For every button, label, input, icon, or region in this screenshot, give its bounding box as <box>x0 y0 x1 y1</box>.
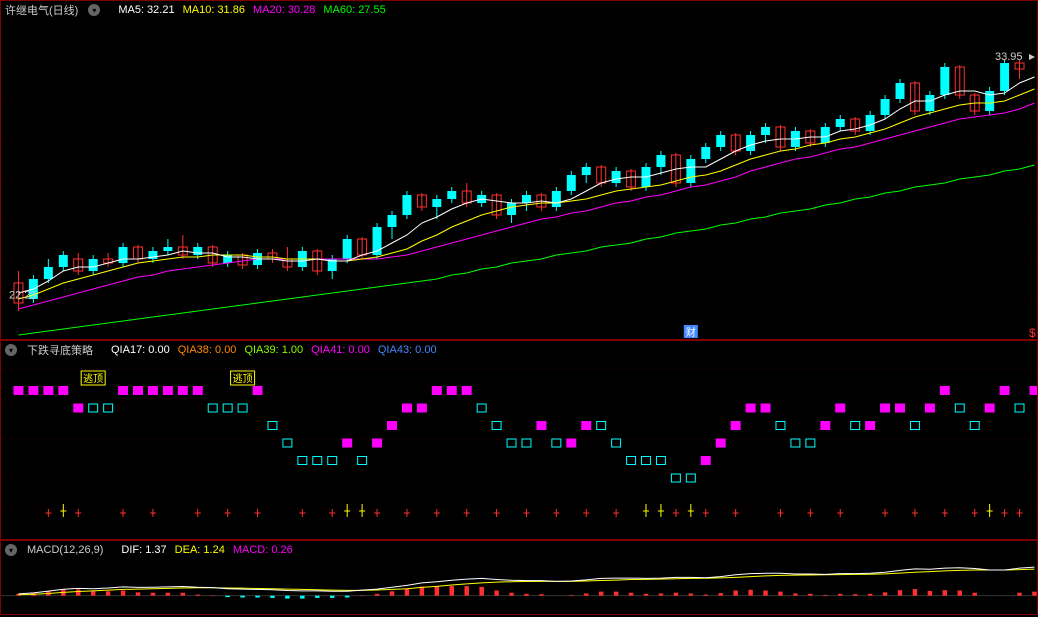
indicator-label: DEA: 1.24 <box>175 544 225 556</box>
indicator-chart[interactable]: 逃顶 逃顶 <box>1 359 1037 539</box>
indicator-label: MACD: 0.26 <box>233 544 293 556</box>
indicator-label: QIA39: 1.00 <box>244 344 303 356</box>
chevron-down-icon[interactable]: ▾ <box>5 544 17 556</box>
indicator-label: QIA38: 0.00 <box>178 344 237 356</box>
svg-text:$: $ <box>1029 326 1036 339</box>
price-panel[interactable]: 许继电气(日线) ▾ MA5: 32.21 MA10: 31.86 MA20: 30… <box>0 0 1038 340</box>
chevron-down-icon[interactable]: ▾ <box>88 4 100 16</box>
indicator-label: MA20: 30.28 <box>253 4 315 16</box>
svg-text:22.23: 22.23 <box>9 289 37 301</box>
svg-text:33.95: 33.95 <box>995 51 1023 63</box>
stock-title: 许继电气(日线) <box>5 2 78 18</box>
indicator-panel[interactable]: ▾ 下跌寻底策略 QIA17: 0.00 QIA38: 0.00 QIA39: 1.… <box>0 340 1038 540</box>
chevron-down-icon[interactable]: ▾ <box>5 344 17 356</box>
svg-text:逃顶: 逃顶 <box>233 372 253 385</box>
macd-title: MACD(12,26,9) <box>27 544 103 556</box>
indicator-title: 下跌寻底策略 <box>27 342 93 358</box>
indicator-label: MA5: 32.21 <box>118 4 174 16</box>
indicator-label: QIA41: 0.00 <box>311 344 370 356</box>
macd-header: ▾ MACD(12,26,9) DIF: 1.37 DEA: 1.24 MACD: … <box>1 541 1037 559</box>
svg-text:逃顶: 逃顶 <box>83 372 103 385</box>
indicator-label: QIA43: 0.00 <box>378 344 437 356</box>
svg-text:财: 财 <box>686 326 696 339</box>
price-header: 许继电气(日线) ▾ MA5: 32.21 MA10: 31.86 MA20: 30… <box>1 1 1037 19</box>
indicator-label: MA10: 31.86 <box>183 4 245 16</box>
indicator-label: MA60: 27.55 <box>323 4 385 16</box>
macd-chart[interactable] <box>1 559 1037 614</box>
indicator-label: DIF: 1.37 <box>121 544 166 556</box>
indicator-label: QIA17: 0.00 <box>111 344 170 356</box>
indicator-header: ▾ 下跌寻底策略 QIA17: 0.00 QIA38: 0.00 QIA39: 1.… <box>1 341 1037 359</box>
macd-panel[interactable]: ▾ MACD(12,26,9) DIF: 1.37 DEA: 1.24 MACD: … <box>0 540 1038 615</box>
price-chart[interactable]: 22.23 33.95 财 $ <box>1 19 1037 339</box>
